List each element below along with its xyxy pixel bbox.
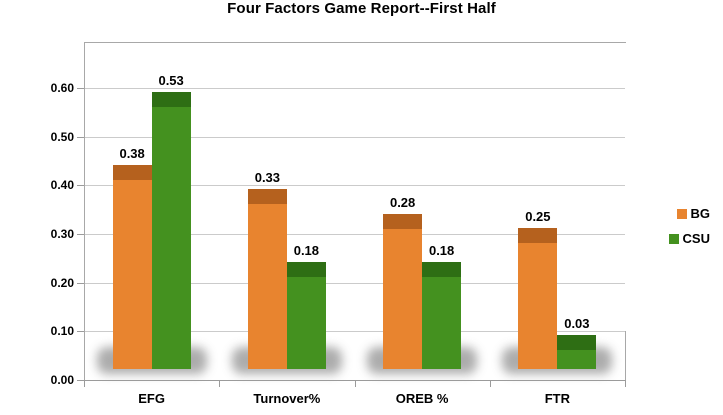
- y-axis-tick-label: 0.00: [50, 373, 74, 387]
- bar-bg-turnover: [247, 189, 287, 369]
- y-axis-tick: [77, 185, 84, 187]
- x-axis-tick: [84, 381, 85, 387]
- y-axis-tick: [77, 282, 84, 284]
- x-axis-tick: [219, 381, 220, 387]
- x-axis-label-turnover: Turnover%: [253, 391, 321, 406]
- legend: BG CSU: [668, 201, 711, 251]
- legend-label: CSU: [682, 231, 710, 246]
- bar-top-cap: [286, 262, 326, 278]
- bar-csu-oreb: [422, 262, 462, 369]
- y-axis-tick-label: 0.50: [50, 129, 74, 144]
- bar-value-label: 0.53: [158, 72, 184, 88]
- bar-value-label: 0.28: [389, 194, 416, 210]
- gridline: [85, 233, 625, 235]
- bar-value-label: 0.38: [119, 145, 145, 161]
- x-axis-tick: [490, 381, 491, 387]
- legend-swatch-bg: [676, 208, 687, 219]
- legend-item-csu: CSU: [668, 226, 710, 251]
- x-axis-label-efg: EFG: [138, 391, 165, 406]
- gridline: [85, 136, 625, 138]
- bar-bg-efg: [112, 164, 152, 369]
- bar-value-label: 0.03: [564, 316, 590, 332]
- gridline: [85, 331, 625, 333]
- plot-border-right: [625, 331, 626, 387]
- x-axis-tick: [625, 381, 626, 387]
- bar-top-cap: [422, 262, 462, 278]
- x-axis-label-oreb: OREB %: [395, 391, 449, 406]
- legend-item-bg: BG: [676, 201, 711, 226]
- plot-border-left: [84, 42, 85, 380]
- legend-label: BG: [690, 206, 711, 221]
- bar-top-cap: [247, 189, 287, 205]
- gridline: [85, 282, 625, 284]
- y-axis-tick: [77, 331, 84, 333]
- x-axis-label-ftr: FTR: [544, 391, 571, 406]
- bar-bg-ftr: [518, 228, 558, 369]
- bar-csu-efg: [151, 91, 191, 369]
- y-axis-tick: [77, 87, 84, 89]
- y-axis-tick-label: 0.30: [50, 226, 74, 241]
- bar-top-cap: [518, 228, 558, 244]
- y-axis-tick: [77, 380, 84, 381]
- bar-csu-ftr: [557, 335, 597, 369]
- chart-title: Four Factors Game Report--First Half: [227, 0, 496, 17]
- bar-value-label: 0.25: [525, 209, 551, 225]
- y-axis-tick: [77, 136, 84, 138]
- x-axis-tick: [355, 381, 356, 387]
- y-axis-tick-label: 0.20: [50, 275, 74, 290]
- bar-top-cap: [151, 91, 191, 107]
- y-axis-tick: [77, 233, 84, 235]
- gridline: [85, 87, 625, 89]
- bar-csu-turnover: [286, 262, 326, 369]
- y-axis-tick-label: 0.10: [50, 324, 74, 339]
- y-axis-tick-label: 0.40: [50, 178, 74, 193]
- bar-top-cap: [112, 164, 152, 180]
- x-axis-line: [84, 380, 626, 381]
- plot-border-top: [84, 42, 626, 43]
- bar-value-label: 0.18: [293, 243, 320, 259]
- bar-value-label: 0.33: [254, 170, 281, 186]
- bar-top-cap: [383, 213, 423, 229]
- legend-swatch-csu: [668, 233, 679, 244]
- y-axis-tick-label: 0.60: [50, 80, 74, 95]
- bar-value-label: 0.18: [428, 243, 455, 259]
- bar-top-cap: [557, 335, 597, 351]
- gridline: [85, 185, 625, 187]
- bar-bg-oreb: [383, 213, 423, 369]
